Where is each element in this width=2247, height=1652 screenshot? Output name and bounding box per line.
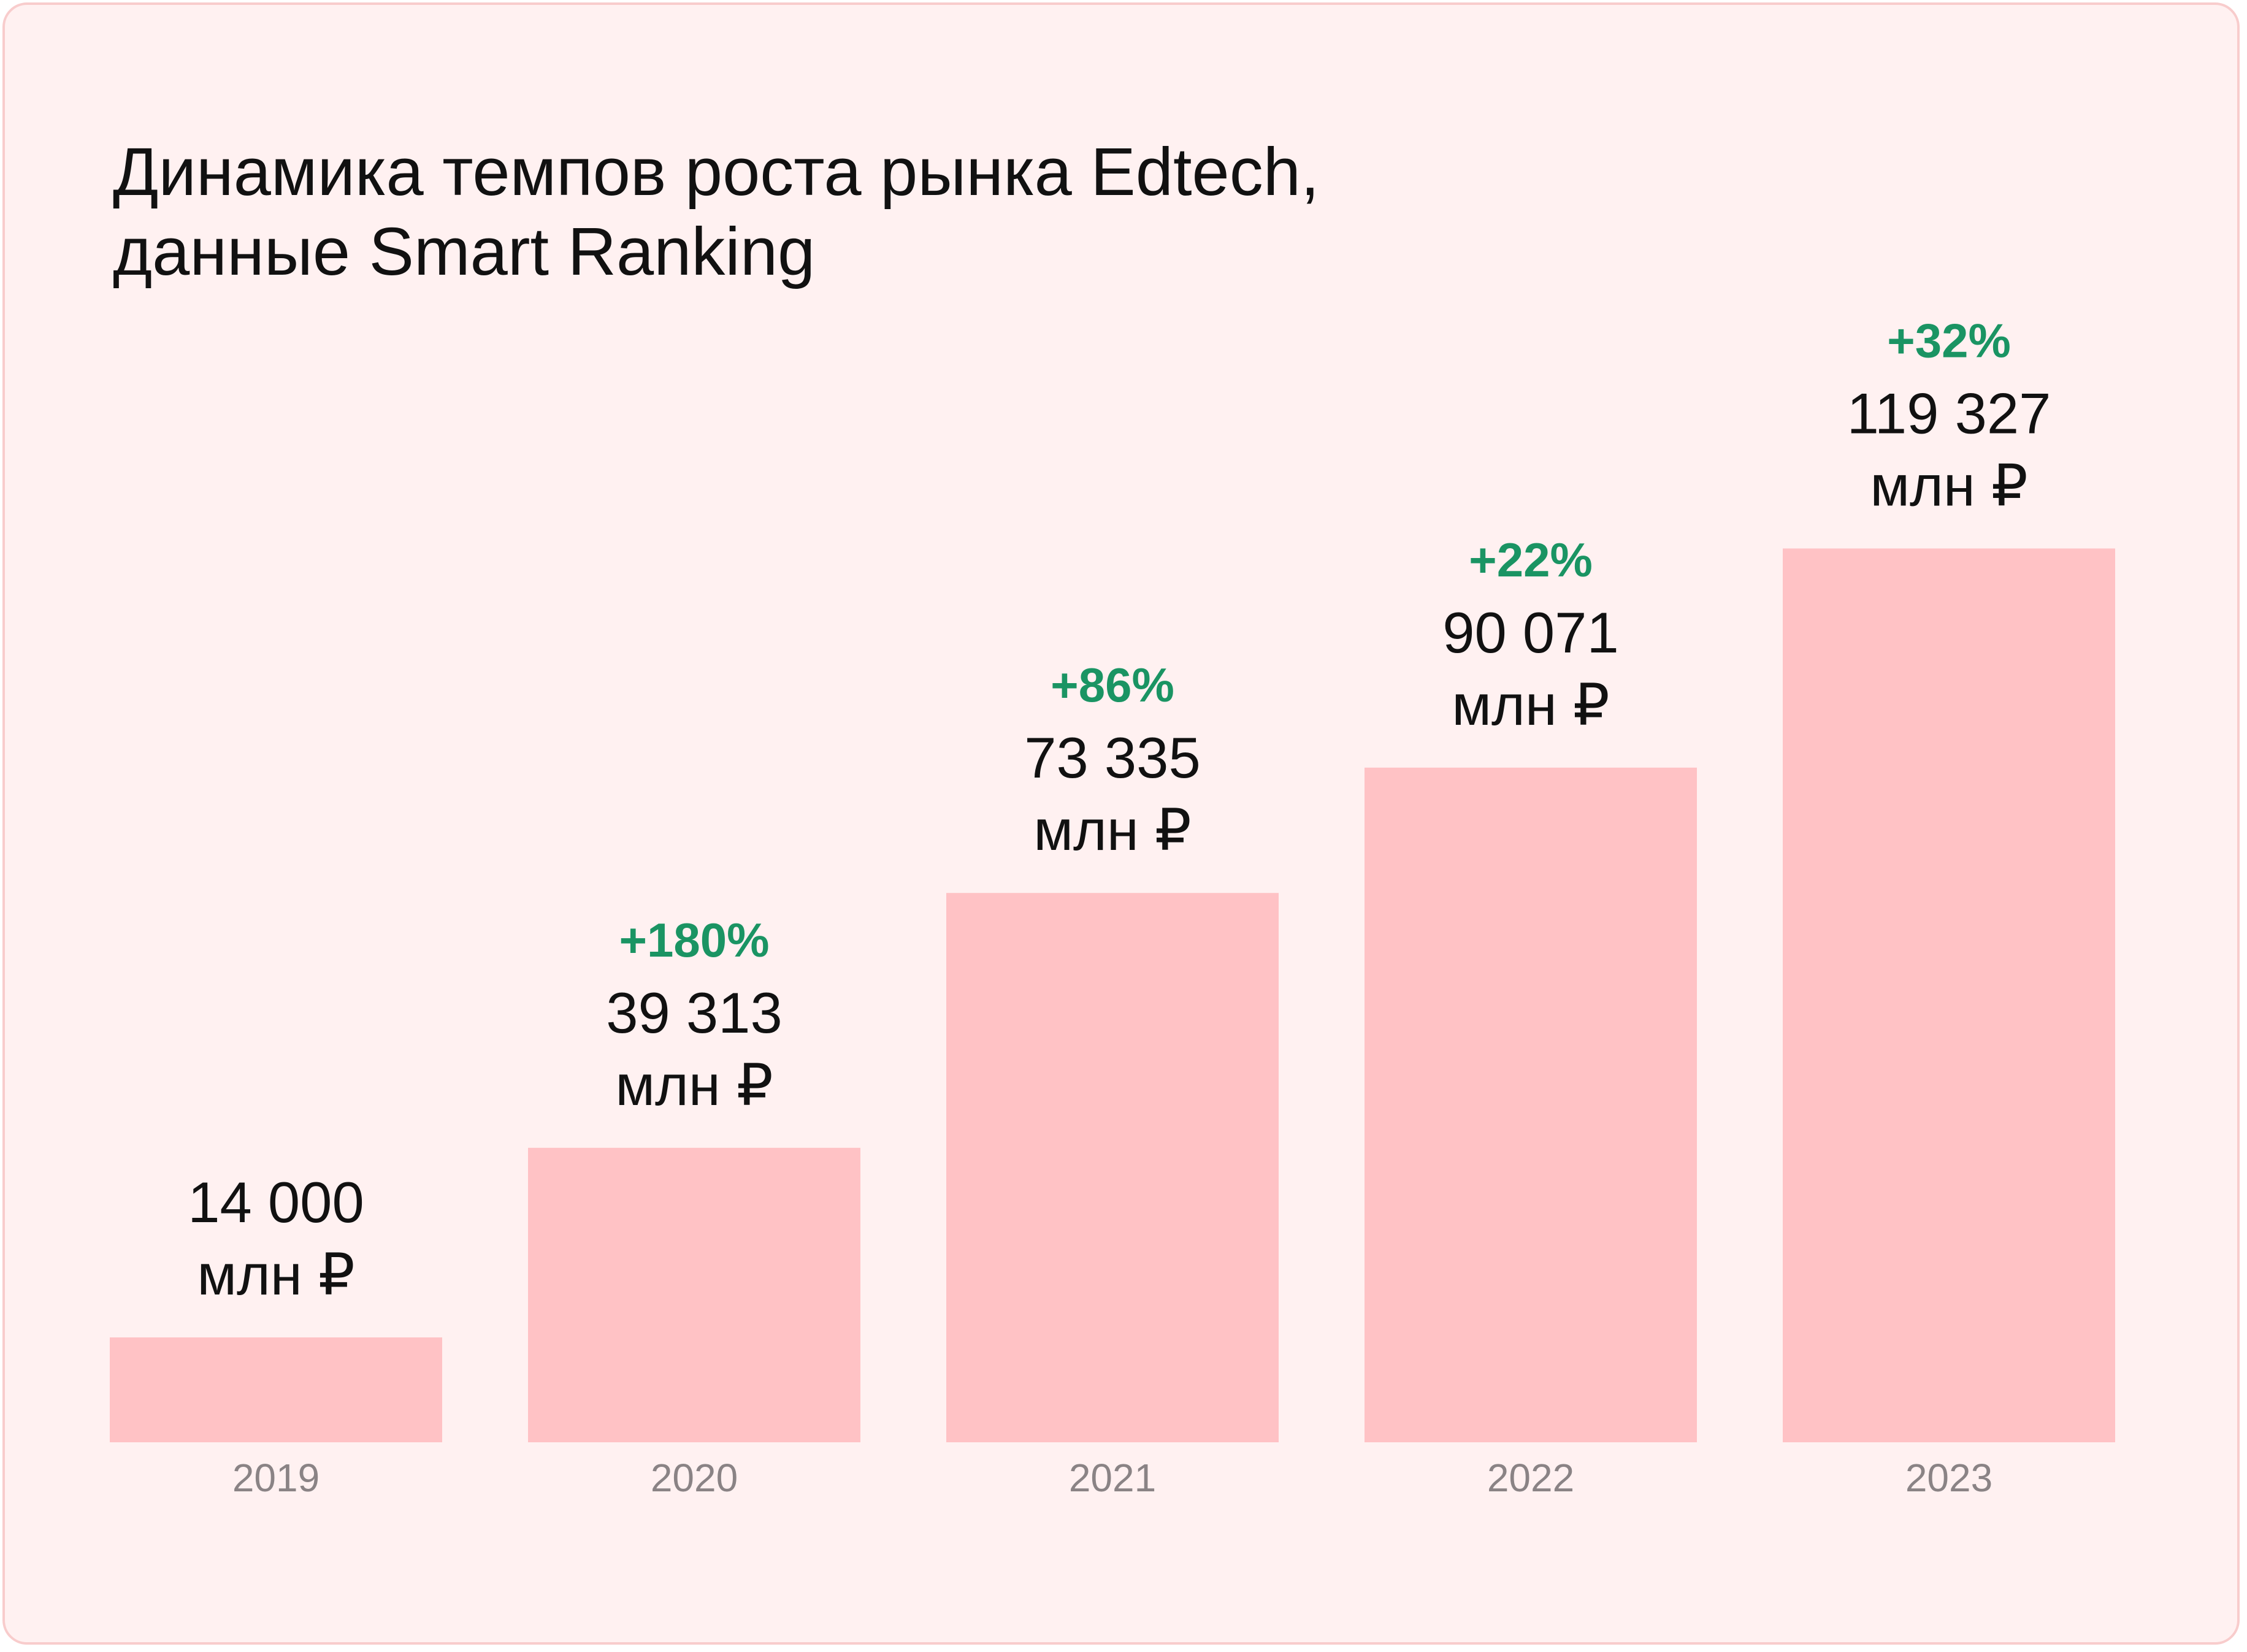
bar-unit-label-2021: млн ₽ [1033,798,1191,862]
bar-2019 [110,1337,442,1442]
bar-unit-label-2020: млн ₽ [615,1053,773,1117]
bar-value-label-2022: 90 071 [1442,600,1619,665]
bar-growth-label-2021: +86% [1051,658,1174,712]
chart-title-line-1: Динамика темпов роста рынка Edtech, [113,134,1320,210]
bar-growth-label-2022: +22% [1469,533,1593,587]
bar-2022 [1365,767,1697,1442]
bar-unit-label-2019: млн ₽ [197,1242,354,1307]
bar-unit-label-2022: млн ₽ [1452,673,1609,737]
bar-2021 [946,893,1279,1442]
chart-title-line-2: данные Smart Ranking [113,214,816,289]
bar-unit-label-2023: млн ₽ [1870,453,2027,518]
bar-2020 [528,1147,860,1442]
bar-2023 [1783,548,2115,1443]
x-tick-label-2022: 2022 [1487,1456,1574,1500]
bar-value-label-2019: 14 000 [188,1170,364,1234]
x-tick-label-2023: 2023 [1905,1456,1992,1500]
x-tick-label-2019: 2019 [232,1456,320,1500]
bar-growth-label-2020: +180% [619,913,769,967]
bar-value-label-2020: 39 313 [606,981,783,1045]
bar-value-label-2023: 119 327 [1847,381,2051,445]
x-tick-label-2021: 2021 [1069,1456,1156,1500]
bar-value-label-2021: 73 335 [1024,725,1201,790]
x-tick-label-2020: 2020 [651,1456,738,1500]
chart-title: Динамика темпов роста рынка Edtech, данн… [113,132,1707,292]
bar-growth-label-2023: +32% [1887,313,2011,367]
